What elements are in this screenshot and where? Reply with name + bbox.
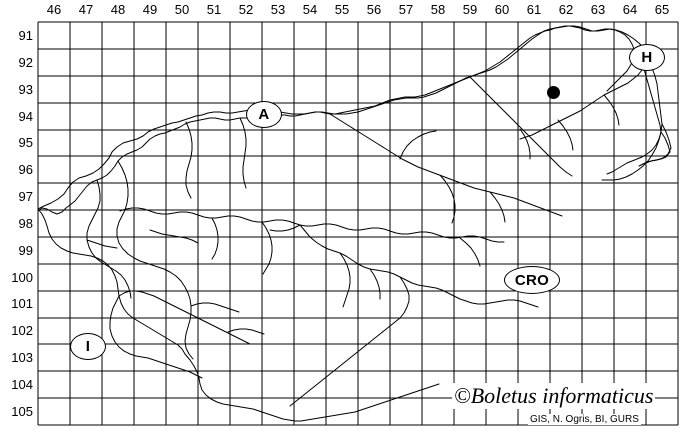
- country-tag-austria: A: [246, 101, 282, 128]
- x-axis-label: 63: [590, 2, 606, 17]
- y-axis-label: 98: [18, 216, 33, 231]
- x-axis-label: 59: [462, 2, 478, 17]
- y-axis-label: 96: [18, 162, 33, 177]
- y-axis-label: 105: [11, 404, 33, 419]
- x-axis-label: 46: [46, 2, 62, 17]
- x-axis-label: 58: [430, 2, 446, 17]
- y-axis-label: 99: [18, 243, 33, 258]
- x-axis-label: 49: [142, 2, 158, 17]
- x-axis-label: 54: [302, 2, 318, 17]
- x-axis-label: 64: [622, 2, 638, 17]
- country-tag-hungary: H: [629, 44, 665, 71]
- y-axis-label: 101: [11, 296, 33, 311]
- occurrence-point[interactable]: [547, 86, 560, 99]
- y-axis-label: 91: [18, 28, 33, 43]
- x-axis-label: 52: [238, 2, 254, 17]
- border-north: [37, 27, 557, 210]
- data-source-credit: GIS, N. Ogris, BI, GURS: [528, 414, 641, 425]
- x-axis-label: 50: [174, 2, 190, 17]
- y-axis-label: 97: [18, 189, 33, 204]
- x-axis-label: 60: [494, 2, 510, 17]
- y-axis-label: 104: [11, 377, 33, 392]
- x-axis-label: 51: [206, 2, 222, 17]
- x-axis-label: 61: [526, 2, 542, 17]
- x-axis-label: 62: [558, 2, 574, 17]
- y-axis-label: 102: [11, 323, 33, 338]
- x-axis-label: 48: [110, 2, 126, 17]
- copyright-label: ©Boletus informaticus: [452, 383, 656, 409]
- y-axis-label: 100: [11, 270, 33, 285]
- x-axis-label: 56: [366, 2, 382, 17]
- y-axis-label: 103: [11, 350, 33, 365]
- country-tag-italy: I: [70, 333, 106, 360]
- x-axis-label: 65: [654, 2, 670, 17]
- x-axis-label: 55: [334, 2, 350, 17]
- x-axis-label: 57: [398, 2, 414, 17]
- y-axis-label: 94: [18, 109, 33, 124]
- y-axis-label: 93: [18, 82, 33, 97]
- x-axis-label: 47: [78, 2, 94, 17]
- border-northeast: [519, 25, 647, 140]
- y-axis-label: 92: [18, 55, 33, 70]
- country-tag-croatia: CRO: [504, 266, 560, 294]
- x-axis-label: 53: [270, 2, 286, 17]
- y-axis-label: 95: [18, 135, 33, 150]
